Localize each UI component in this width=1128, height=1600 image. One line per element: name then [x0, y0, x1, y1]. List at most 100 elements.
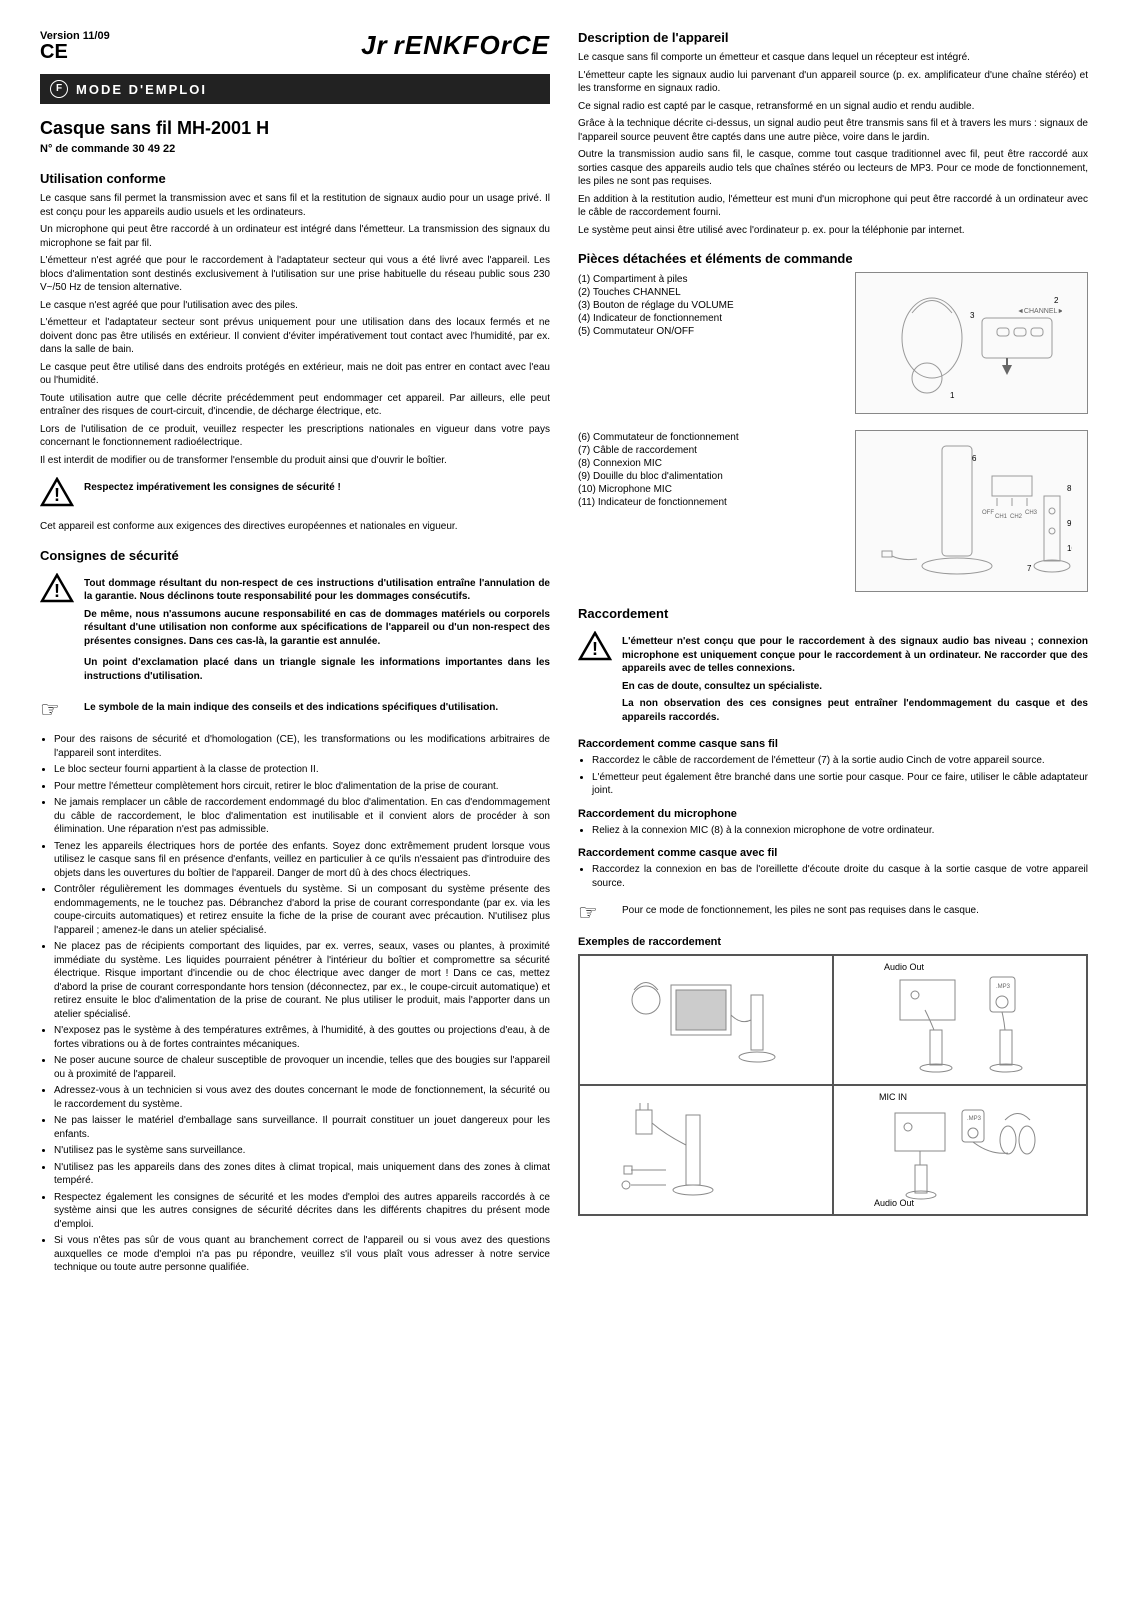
- svg-text:!: !: [592, 639, 598, 659]
- racc-wl-b1: Raccordez le câble de raccordement de l'…: [592, 754, 1088, 768]
- part-item: (9) Douille du bloc d'alimentation: [578, 471, 843, 482]
- heading-usage: Utilisation conforme: [40, 171, 550, 186]
- heading-racc-wireless: Raccordement comme casque sans fil: [578, 738, 1088, 750]
- safety-warn3: Un point d'exclamation placé dans un tri…: [84, 656, 550, 683]
- usage-p2: Un microphone qui peut être raccordé à u…: [40, 223, 550, 250]
- safety-bullet: Ne pas laisser le matériel d'emballage s…: [54, 1114, 550, 1141]
- part-item: (5) Commutateur ON/OFF: [578, 326, 843, 337]
- label-mic-in: MIC IN: [879, 1092, 907, 1102]
- svg-text:9: 9: [1067, 519, 1072, 528]
- connection-examples-grid: Audio Out .MP3: [578, 954, 1088, 1216]
- usage-p6: Le casque peut être utilisé dans des end…: [40, 361, 550, 388]
- safety-bullet: Le bloc secteur fourni appartient à la c…: [54, 763, 550, 777]
- svg-text:10: 10: [1067, 544, 1072, 553]
- racc-wl-list: Raccordez le câble de raccordement de l'…: [578, 754, 1088, 798]
- safety-bullet: Ne poser aucune source de chaleur suscep…: [54, 1054, 550, 1081]
- warn-respect-text: Respectez impérativement les consignes d…: [84, 481, 341, 495]
- safety-bullet: Pour des raisons de sécurité et d'homolo…: [54, 733, 550, 760]
- part-item: (3) Bouton de réglage du VOLUME: [578, 300, 843, 311]
- safety-bullets: Pour des raisons de sécurité et d'homolo…: [40, 733, 550, 1275]
- safety-bullet: N'utilisez pas le système sans surveilla…: [54, 1144, 550, 1158]
- svg-text:OFF: OFF: [982, 510, 994, 516]
- svg-text:2: 2: [1054, 296, 1059, 305]
- transmitter-diagram: OFF CH1 CH2 CH3 6 8 9 10 7: [855, 430, 1088, 592]
- bar-text: MODE D'EMPLOI: [76, 82, 207, 97]
- usage-p8: Lors de l'utilisation de ce produit, veu…: [40, 423, 550, 450]
- desc-p7: Le système peut ainsi être utilisé avec …: [578, 224, 1088, 238]
- desc-p6: En addition à la restitution audio, l'ém…: [578, 193, 1088, 220]
- parts-list-2: (6) Commutateur de fonctionnement (7) Câb…: [578, 430, 843, 510]
- safety-warn2: De même, nous n'assumons aucune responsa…: [84, 608, 550, 649]
- svg-text:1: 1: [950, 391, 955, 400]
- svg-text:◄CHANNEL►: ◄CHANNEL►: [1017, 308, 1062, 315]
- svg-text:7: 7: [1027, 564, 1032, 573]
- racc-wired-list: Raccordez la connexion en bas de l'oreil…: [578, 863, 1088, 890]
- racc-wired-b1: Raccordez la connexion en bas de l'oreil…: [592, 863, 1088, 890]
- heading-examples: Exemples de raccordement: [578, 936, 1088, 948]
- conformity-text: Cet appareil est conforme aux exigences …: [40, 520, 550, 534]
- safety-bullet: Contrôler régulièrement les dommages éve…: [54, 883, 550, 937]
- part-item: (1) Compartiment à piles: [578, 274, 843, 285]
- part-item: (2) Touches CHANNEL: [578, 287, 843, 298]
- usage-p5: L'émetteur et l'adaptateur secteur sont …: [40, 316, 550, 357]
- safety-bullet: Respectez également les consignes de séc…: [54, 1191, 550, 1232]
- usage-p3: L'émetteur n'est agréé que pour le racco…: [40, 254, 550, 295]
- svg-text:CH3: CH3: [1025, 510, 1038, 516]
- part-item: (7) Câble de raccordement: [578, 445, 843, 456]
- desc-p3: Ce signal radio est capté par le casque,…: [578, 100, 1088, 114]
- racc-mic-list: Reliez à la connexion MIC (8) à la conne…: [578, 824, 1088, 838]
- desc-p4: Grâce à la technique décrite ci-dessus, …: [578, 117, 1088, 144]
- heading-description: Description de l'appareil: [578, 30, 1088, 45]
- racc-warn2: En cas de doute, consultez un spécialist…: [622, 680, 1088, 694]
- racc-wl-b2: L'émetteur peut également être branché d…: [592, 771, 1088, 798]
- part-item: (10) Microphone MIC: [578, 484, 843, 495]
- svg-text:CH2: CH2: [1010, 514, 1023, 520]
- example-cell-1: [579, 955, 833, 1085]
- hand-icon: ☞: [40, 697, 74, 723]
- product-title: Casque sans fil MH-2001 H: [40, 118, 550, 139]
- label-audio-out-2: Audio Out: [874, 1198, 914, 1208]
- safety-bullet: N'exposez pas le système à des températu…: [54, 1024, 550, 1051]
- headphone-diagram: ◄CHANNEL► 2 3 1: [855, 272, 1088, 414]
- racc-warn-row: ! L'émetteur n'est conçu que pour le rac…: [578, 631, 1088, 728]
- part-item: (8) Connexion MIC: [578, 458, 843, 469]
- warning-triangle-icon: !: [40, 477, 74, 510]
- part-item: (6) Commutateur de fonctionnement: [578, 432, 843, 443]
- lang-circle: F: [50, 80, 68, 98]
- hand-icon: ☞: [578, 900, 612, 926]
- svg-text:8: 8: [1067, 484, 1072, 493]
- parts-list-1: (1) Compartiment à piles (2) Touches CHAN…: [578, 272, 843, 339]
- ce-mark: CE: [40, 42, 110, 62]
- svg-text:6: 6: [972, 454, 977, 463]
- svg-text:.MP3: .MP3: [996, 984, 1011, 990]
- racc-warn1: L'émetteur n'est conçu que pour le racco…: [622, 635, 1088, 676]
- example-cell-2: Audio Out .MP3: [833, 955, 1087, 1085]
- heading-racc-wired: Raccordement comme casque avec fil: [578, 847, 1088, 859]
- safety-bullet: Si vous n'êtes pas sûr de vous quant au …: [54, 1234, 550, 1275]
- usage-p7: Toute utilisation autre que celle décrit…: [40, 392, 550, 419]
- parts-block-2: (6) Commutateur de fonctionnement (7) Câb…: [578, 430, 1088, 592]
- svg-text:!: !: [54, 485, 60, 505]
- desc-p5: Outre la transmission audio sans fil, le…: [578, 148, 1088, 189]
- warning-triangle-icon: !: [578, 631, 612, 664]
- safety-bullet: Adressez-vous à un technicien si vous av…: [54, 1084, 550, 1111]
- hand-row: ☞ Le symbole de la main indique des cons…: [40, 697, 550, 723]
- safety-bullet: Tenez les appareils électriques hors de …: [54, 840, 550, 881]
- safety-bullet: Pour mettre l'émetteur complètement hors…: [54, 780, 550, 794]
- heading-racc-mic: Raccordement du microphone: [578, 808, 1088, 820]
- usage-p1: Le casque sans fil permet la transmissio…: [40, 192, 550, 219]
- desc-p1: Le casque sans fil comporte un émetteur …: [578, 51, 1088, 65]
- example-cell-3: [579, 1085, 833, 1215]
- order-number: N° de commande 30 49 22: [40, 143, 550, 155]
- warn-respect-row: ! Respectez impérativement les consignes…: [40, 477, 550, 510]
- heading-raccordement: Raccordement: [578, 606, 1088, 621]
- racc-warn3: La non observation des ces consignes peu…: [622, 697, 1088, 724]
- hand-text: Le symbole de la main indique des consei…: [84, 701, 498, 715]
- desc-p2: L'émetteur capte les signaux audio lui p…: [578, 69, 1088, 96]
- header-row: Version 11/09 CE JrrENKFOrCE: [40, 30, 550, 62]
- example-cell-4: MIC IN Audio Out .MP3: [833, 1085, 1087, 1215]
- svg-text:.MP3: .MP3: [967, 1116, 982, 1122]
- usage-p4: Le casque n'est agréé que pour l'utilisa…: [40, 299, 550, 313]
- hand-note-row: ☞ Pour ce mode de fonctionnement, les pi…: [578, 900, 1088, 926]
- svg-text:!: !: [54, 581, 60, 601]
